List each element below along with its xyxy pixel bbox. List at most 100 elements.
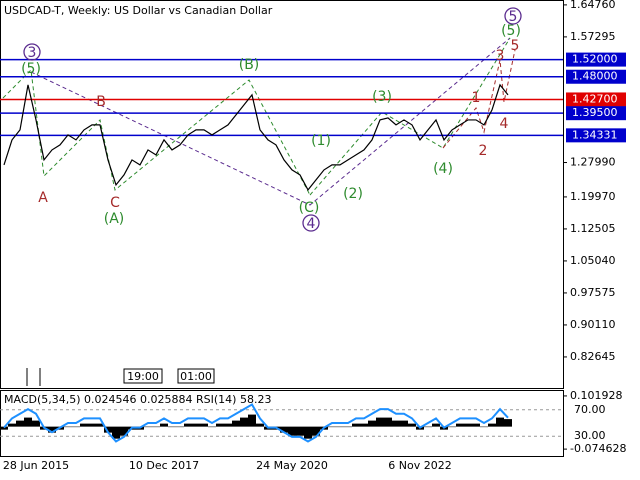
macd-bar <box>160 423 168 427</box>
macd-bar <box>120 426 128 436</box>
sub-frame <box>0 390 564 457</box>
y-tick-label: 1.27990 <box>570 156 616 169</box>
macd-bar <box>80 423 88 427</box>
macd-bar <box>472 423 480 427</box>
y-tick-label: 1.19970 <box>570 190 616 203</box>
macd-bar <box>48 426 56 433</box>
y-tick-label: 0.101928 <box>570 389 623 402</box>
macd-bar <box>64 426 72 428</box>
macd-bar <box>176 426 184 428</box>
macd-bar <box>144 426 152 428</box>
wave-label: 5 <box>511 38 520 54</box>
macd-bar <box>296 426 304 436</box>
macd-bar <box>248 414 256 427</box>
macd-bar <box>16 420 24 427</box>
x-tick-label: 10 Dec 2017 <box>129 459 199 472</box>
wave-label: (A) <box>104 211 125 227</box>
wave-line <box>2 68 311 196</box>
macd-bar <box>104 426 112 433</box>
macd-bar <box>504 419 512 427</box>
macd-bar <box>400 420 408 427</box>
level-box <box>566 52 626 67</box>
macd-bar <box>152 426 160 428</box>
macd-bar <box>376 417 384 427</box>
wave-label: 3 <box>496 48 505 64</box>
time-box <box>177 368 215 384</box>
wave-line <box>30 37 511 206</box>
macd-bar <box>368 420 376 427</box>
level-label: 1.48000 <box>572 70 618 83</box>
wave-circle <box>504 7 522 25</box>
y-tick-label: 0.97575 <box>570 286 616 299</box>
macd-bar <box>88 423 96 427</box>
macd-bar <box>344 426 352 428</box>
wave-label: 1 <box>472 90 481 106</box>
x-tick-label: 24 May 2020 <box>256 459 328 472</box>
level-label: 1.39500 <box>572 106 618 119</box>
chart-title: USDCAD-T, Weekly: US Dollar vs Canadian … <box>4 4 273 17</box>
wave-line <box>309 37 511 196</box>
x-tick-label: 6 Nov 2022 <box>388 459 451 472</box>
y-tick-label: 1.57295 <box>570 30 616 43</box>
level-label: 1.34331 <box>572 128 618 141</box>
level-box <box>566 106 626 121</box>
macd-bar <box>304 426 312 439</box>
macd-bar <box>288 426 296 436</box>
macd-bar <box>240 417 248 427</box>
x-tick-label: 28 Jun 2015 <box>3 459 69 472</box>
wave-label: (5) <box>21 61 41 77</box>
macd-bar <box>448 426 456 428</box>
wave-label: 5 <box>509 9 518 25</box>
macd-bar <box>352 423 360 427</box>
time-label: 19:00 <box>127 370 159 383</box>
time-label: 01:00 <box>180 370 212 383</box>
level-box <box>566 69 626 84</box>
macd-bar <box>184 423 192 427</box>
wave-label: (2) <box>343 186 363 202</box>
y-tick-label: -0.074628 <box>570 442 626 455</box>
macd-bar <box>432 423 440 427</box>
macd-bar <box>200 423 208 427</box>
macd-bar <box>456 423 464 427</box>
wave-label: 2 <box>479 143 488 159</box>
macd-bar <box>328 426 336 428</box>
wave-label: C <box>110 195 120 211</box>
macd-bar <box>360 423 368 427</box>
macd-bar <box>384 417 392 427</box>
indicator-title: MACD(5,34,5) 0.024546 0.025884 RSI(14) 5… <box>4 393 271 406</box>
y2-tick-label: 30.00 <box>574 429 606 442</box>
macd-bar <box>392 420 400 427</box>
wave-label: 4 <box>307 216 316 232</box>
wave-label: (C) <box>299 200 320 216</box>
wave-label: B <box>96 94 106 110</box>
macd-bar <box>408 423 416 427</box>
y-tick-label: 0.90110 <box>570 318 616 331</box>
level-box <box>566 92 626 107</box>
macd-bar <box>72 426 80 428</box>
wave-label: (3) <box>372 89 392 105</box>
macd-bar <box>112 426 120 439</box>
macd-bar <box>336 426 344 428</box>
price-line <box>3 83 509 192</box>
macd-bar <box>312 426 320 436</box>
main-frame <box>0 0 564 389</box>
y2-tick-label: 70.00 <box>574 403 606 416</box>
macd-bar <box>216 423 224 427</box>
wave-label: 3 <box>28 45 37 61</box>
macd-bar <box>464 423 472 427</box>
wave-label: A <box>38 190 48 206</box>
wave-circle <box>302 214 320 232</box>
level-label: 1.52000 <box>572 53 618 66</box>
macd-bar <box>224 423 232 427</box>
macd-bar <box>168 426 176 428</box>
wave-label: (4) <box>433 161 453 177</box>
wave-label: (1) <box>311 133 331 149</box>
macd-bar <box>24 417 32 427</box>
wave-line <box>442 49 516 149</box>
macd-bar <box>8 423 16 427</box>
macd-bar <box>32 420 40 427</box>
y-tick-label: 0.82645 <box>570 350 616 363</box>
